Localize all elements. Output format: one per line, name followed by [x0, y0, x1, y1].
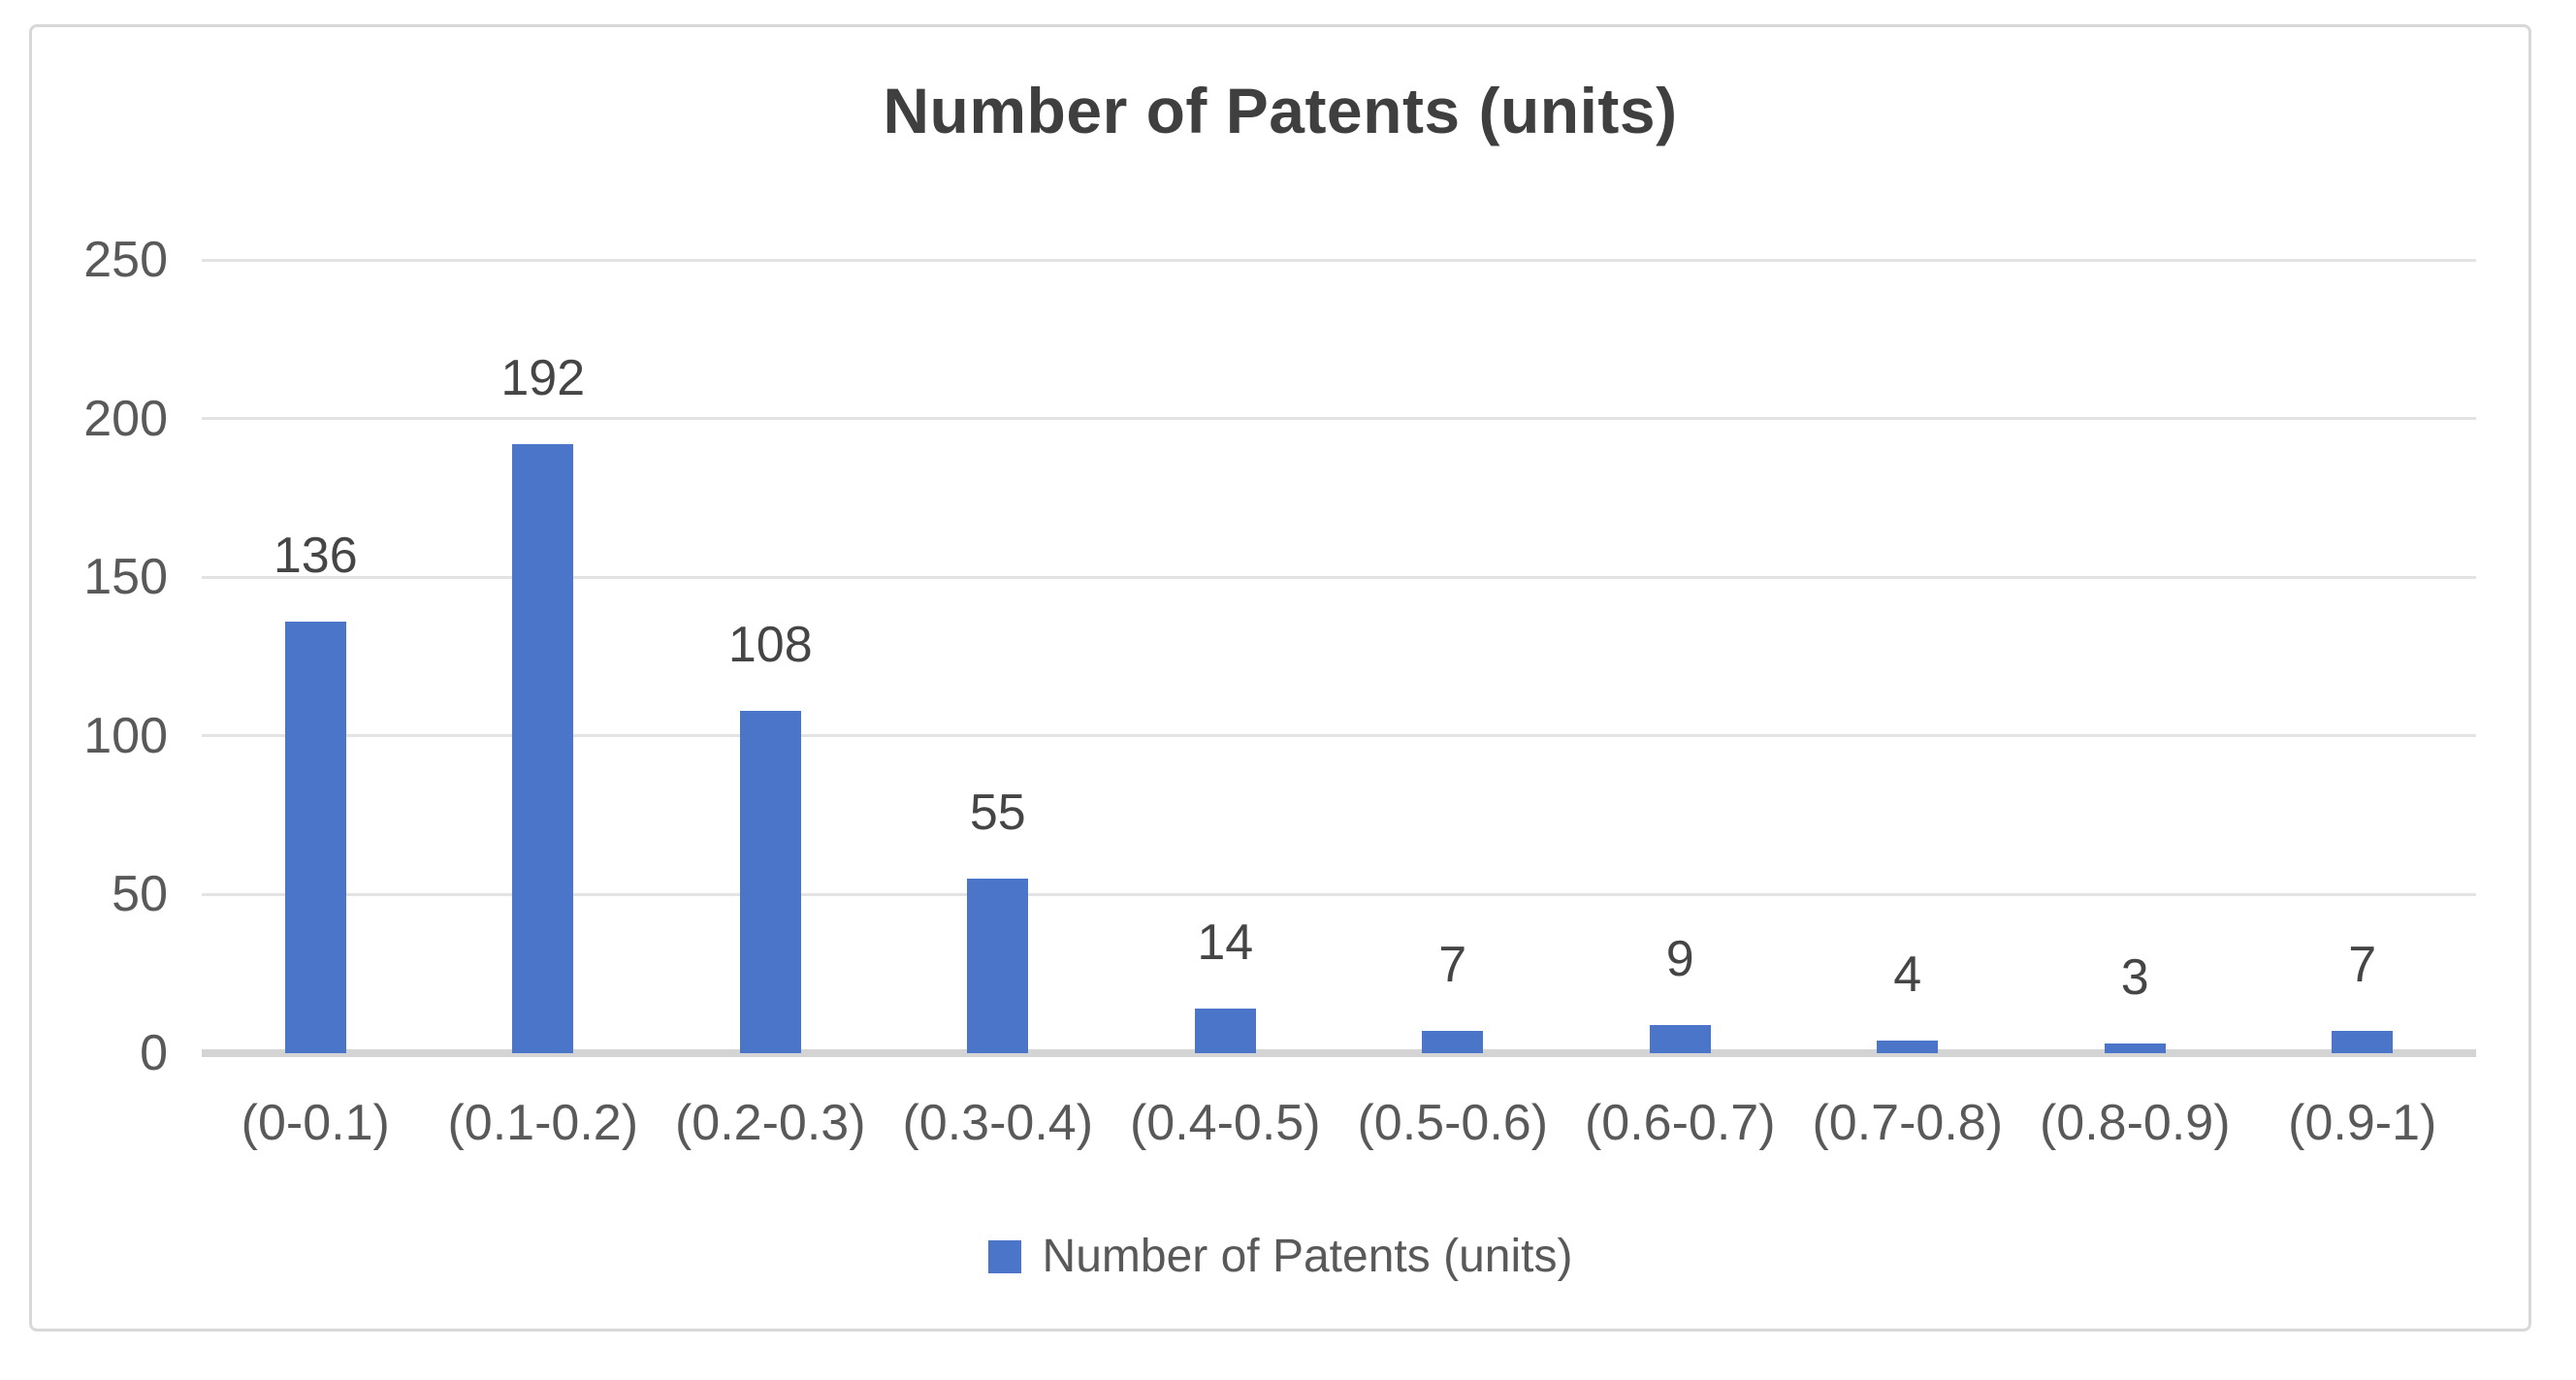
bar-slot: 55: [885, 260, 1112, 1053]
bar: [739, 710, 801, 1053]
legend-marker-swatch: [987, 1239, 1021, 1273]
gridline-y-100: [202, 734, 2476, 738]
x-tick-label: (0-0.1): [241, 1095, 390, 1151]
gridline-y-200: [202, 417, 2476, 421]
bar: [2104, 1043, 2166, 1053]
bar-slot: 14: [1111, 260, 1339, 1053]
gridline-y-250: [202, 258, 2476, 262]
bar-value-label: 108: [727, 616, 813, 673]
bar-slot: 108: [657, 260, 885, 1053]
bar-slot: 7: [1339, 260, 1567, 1053]
bar: [1649, 1024, 1711, 1053]
y-tick-label-0: 0: [140, 1025, 168, 1081]
bar-value-label: 7: [1438, 937, 1467, 994]
bar-slot: 192: [430, 260, 658, 1053]
bar: [284, 622, 346, 1053]
bar-value-label: 14: [1197, 915, 1254, 972]
bar-value-label: 55: [969, 785, 1026, 842]
bar: [512, 443, 574, 1053]
x-tick-label: (0.2-0.3): [674, 1095, 866, 1151]
x-tick-label: (0.9-1): [2288, 1095, 2437, 1151]
bar: [967, 879, 1029, 1053]
legend: Number of Patents (units): [32, 1230, 2528, 1283]
bar: [1422, 1031, 1484, 1053]
bar-slot: 9: [1566, 260, 1794, 1053]
y-tick-label-250: 250: [83, 232, 168, 288]
bar: [2332, 1031, 2394, 1053]
x-tick-label: (0.1-0.2): [447, 1095, 639, 1151]
bar-slot: 4: [1794, 260, 2022, 1053]
x-tick-label: (0.7-0.8): [1812, 1095, 2004, 1151]
x-axis-baseline: [202, 1049, 2476, 1057]
gridline-y-150: [202, 575, 2476, 579]
bar-value-label: 4: [1893, 946, 1922, 1003]
legend-series-label: Number of Patents (units): [1042, 1231, 1573, 1282]
bar-value-label: 9: [1665, 930, 1694, 987]
x-tick-label: (0.5-0.6): [1357, 1095, 1549, 1151]
bar-value-label: 7: [2348, 937, 2377, 994]
gridline-y-50: [202, 892, 2476, 896]
x-tick-label: (0.4-0.5): [1129, 1095, 1321, 1151]
bar-value-label: 136: [273, 528, 358, 585]
x-tick-label: (0.8-0.9): [2039, 1095, 2231, 1151]
y-tick-label-200: 200: [83, 390, 168, 447]
bars-plot-area: 136 192 108 55 14 7 9 4 3 7: [202, 260, 2476, 1053]
x-tick-label: (0.3-0.4): [902, 1095, 1094, 1151]
chart-card: Number of Patents (units) 0 50 100 150 200 25…: [29, 24, 2531, 1332]
x-tick-label: (0.6-0.7): [1584, 1095, 1776, 1151]
bar-slot: 136: [202, 260, 430, 1053]
bar-value-label: 3: [2120, 949, 2149, 1007]
bar-slot: 3: [2021, 260, 2249, 1053]
bar: [1194, 1009, 1256, 1053]
y-tick-label-150: 150: [83, 549, 168, 606]
chart-title: Number of Patents (units): [883, 75, 1678, 146]
bar: [1877, 1040, 1939, 1053]
x-axis-category-labels: (0-0.1) (0.1-0.2) (0.2-0.3) (0.3-0.4) (0.4-0…: [202, 1094, 2476, 1152]
y-tick-label-100: 100: [83, 707, 168, 764]
y-tick-label-50: 50: [112, 866, 168, 923]
bar-slot: 7: [2249, 260, 2477, 1053]
bar-value-label: 192: [500, 349, 586, 406]
